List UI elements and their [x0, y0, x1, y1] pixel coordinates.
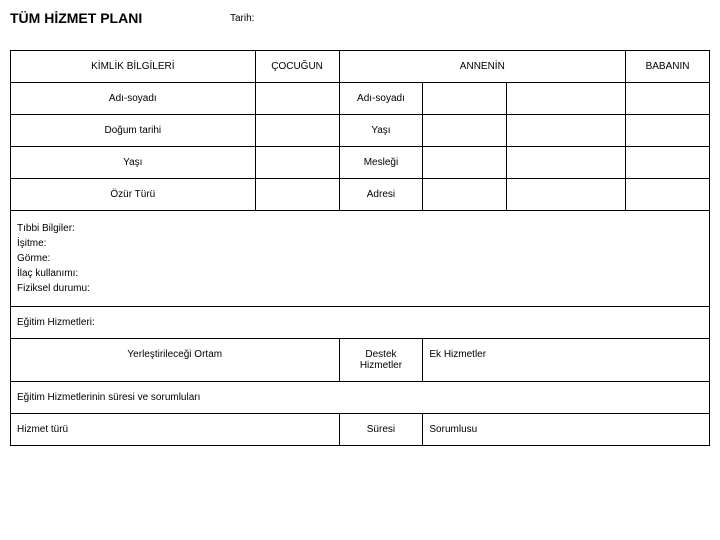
med-l2: İşitme: [17, 238, 46, 249]
cell-empty [507, 83, 626, 115]
cell-hizmet-turu: Hizmet türü [11, 414, 340, 446]
header-row: TÜM HİZMET PLANI Tarih: [10, 10, 710, 26]
cell-adresi: Adresi [339, 179, 423, 211]
cell-empty [626, 147, 710, 179]
cell-sorumlusu: Sorumlusu [423, 414, 710, 446]
cell-empty [507, 147, 626, 179]
h-annenin: ANNENİN [339, 51, 626, 83]
cell-empty [255, 147, 339, 179]
cell-yasi-mid: Yaşı [339, 115, 423, 147]
med-l3: Görme: [17, 253, 50, 264]
cell-empty [255, 83, 339, 115]
table-row: Doğum tarihi Yaşı [11, 115, 710, 147]
cell-destek: Destek Hizmetler [339, 339, 423, 382]
cell-empty [626, 83, 710, 115]
cell-ozur-turu: Özür Türü [11, 179, 256, 211]
table-row: Adı-soyadı Adı-soyadı [11, 83, 710, 115]
cell-adi-soyadi-left: Adı-soyadı [11, 83, 256, 115]
table-row: Yaşı Mesleği [11, 147, 710, 179]
egitim-cell: Eğitim Hizmetleri: [11, 307, 710, 339]
cell-empty [255, 179, 339, 211]
cell-adi-soyadi-mid: Adı-soyadı [339, 83, 423, 115]
h-babanin: BABANIN [626, 51, 710, 83]
cell-empty [423, 83, 507, 115]
h-kimlik: KİMLİK BİLGİLERİ [11, 51, 256, 83]
hizmet-row: Hizmet türü Süresi Sorumlusu [11, 414, 710, 446]
cell-empty [626, 179, 710, 211]
cell-empty [507, 115, 626, 147]
cell-empty [626, 115, 710, 147]
placement-row: Yerleştirileceği Ortam Destek Hizmetler … [11, 339, 710, 382]
table-row: Özür Türü Adresi [11, 179, 710, 211]
h-cocugun: ÇOCUĞUN [255, 51, 339, 83]
cell-yasi: Yaşı [11, 147, 256, 179]
cell-suresi: Süresi [339, 414, 423, 446]
medical-row: Tıbbi Bilgiler: İşitme: Görme: İlaç kull… [11, 211, 710, 307]
cell-empty [255, 115, 339, 147]
med-l4: İlaç kullanımı: [17, 268, 78, 279]
cell-ortam: Yerleştirileceği Ortam [11, 339, 340, 382]
service-plan-table: KİMLİK BİLGİLERİ ÇOCUĞUN ANNENİN BABANIN… [10, 50, 710, 446]
med-l5: Fiziksel durumu: [17, 283, 90, 294]
cell-sure-sorumlu: Eğitim Hizmetlerinin süresi ve sorumlula… [11, 382, 710, 414]
med-l1: Tıbbi Bilgiler: [17, 223, 75, 234]
cell-empty [423, 179, 507, 211]
medical-cell: Tıbbi Bilgiler: İşitme: Görme: İlaç kull… [11, 211, 710, 307]
egitim-row: Eğitim Hizmetleri: [11, 307, 710, 339]
cell-empty [423, 115, 507, 147]
cell-empty [423, 147, 507, 179]
page-title: TÜM HİZMET PLANI [10, 10, 230, 26]
header-row-1: KİMLİK BİLGİLERİ ÇOCUĞUN ANNENİN BABANIN [11, 51, 710, 83]
cell-empty [507, 179, 626, 211]
cell-meslegi: Mesleği [339, 147, 423, 179]
date-label: Tarih: [230, 13, 254, 24]
cell-dogum-tarihi: Doğum tarihi [11, 115, 256, 147]
cell-ek: Ek Hizmetler [423, 339, 710, 382]
sure-row: Eğitim Hizmetlerinin süresi ve sorumlula… [11, 382, 710, 414]
